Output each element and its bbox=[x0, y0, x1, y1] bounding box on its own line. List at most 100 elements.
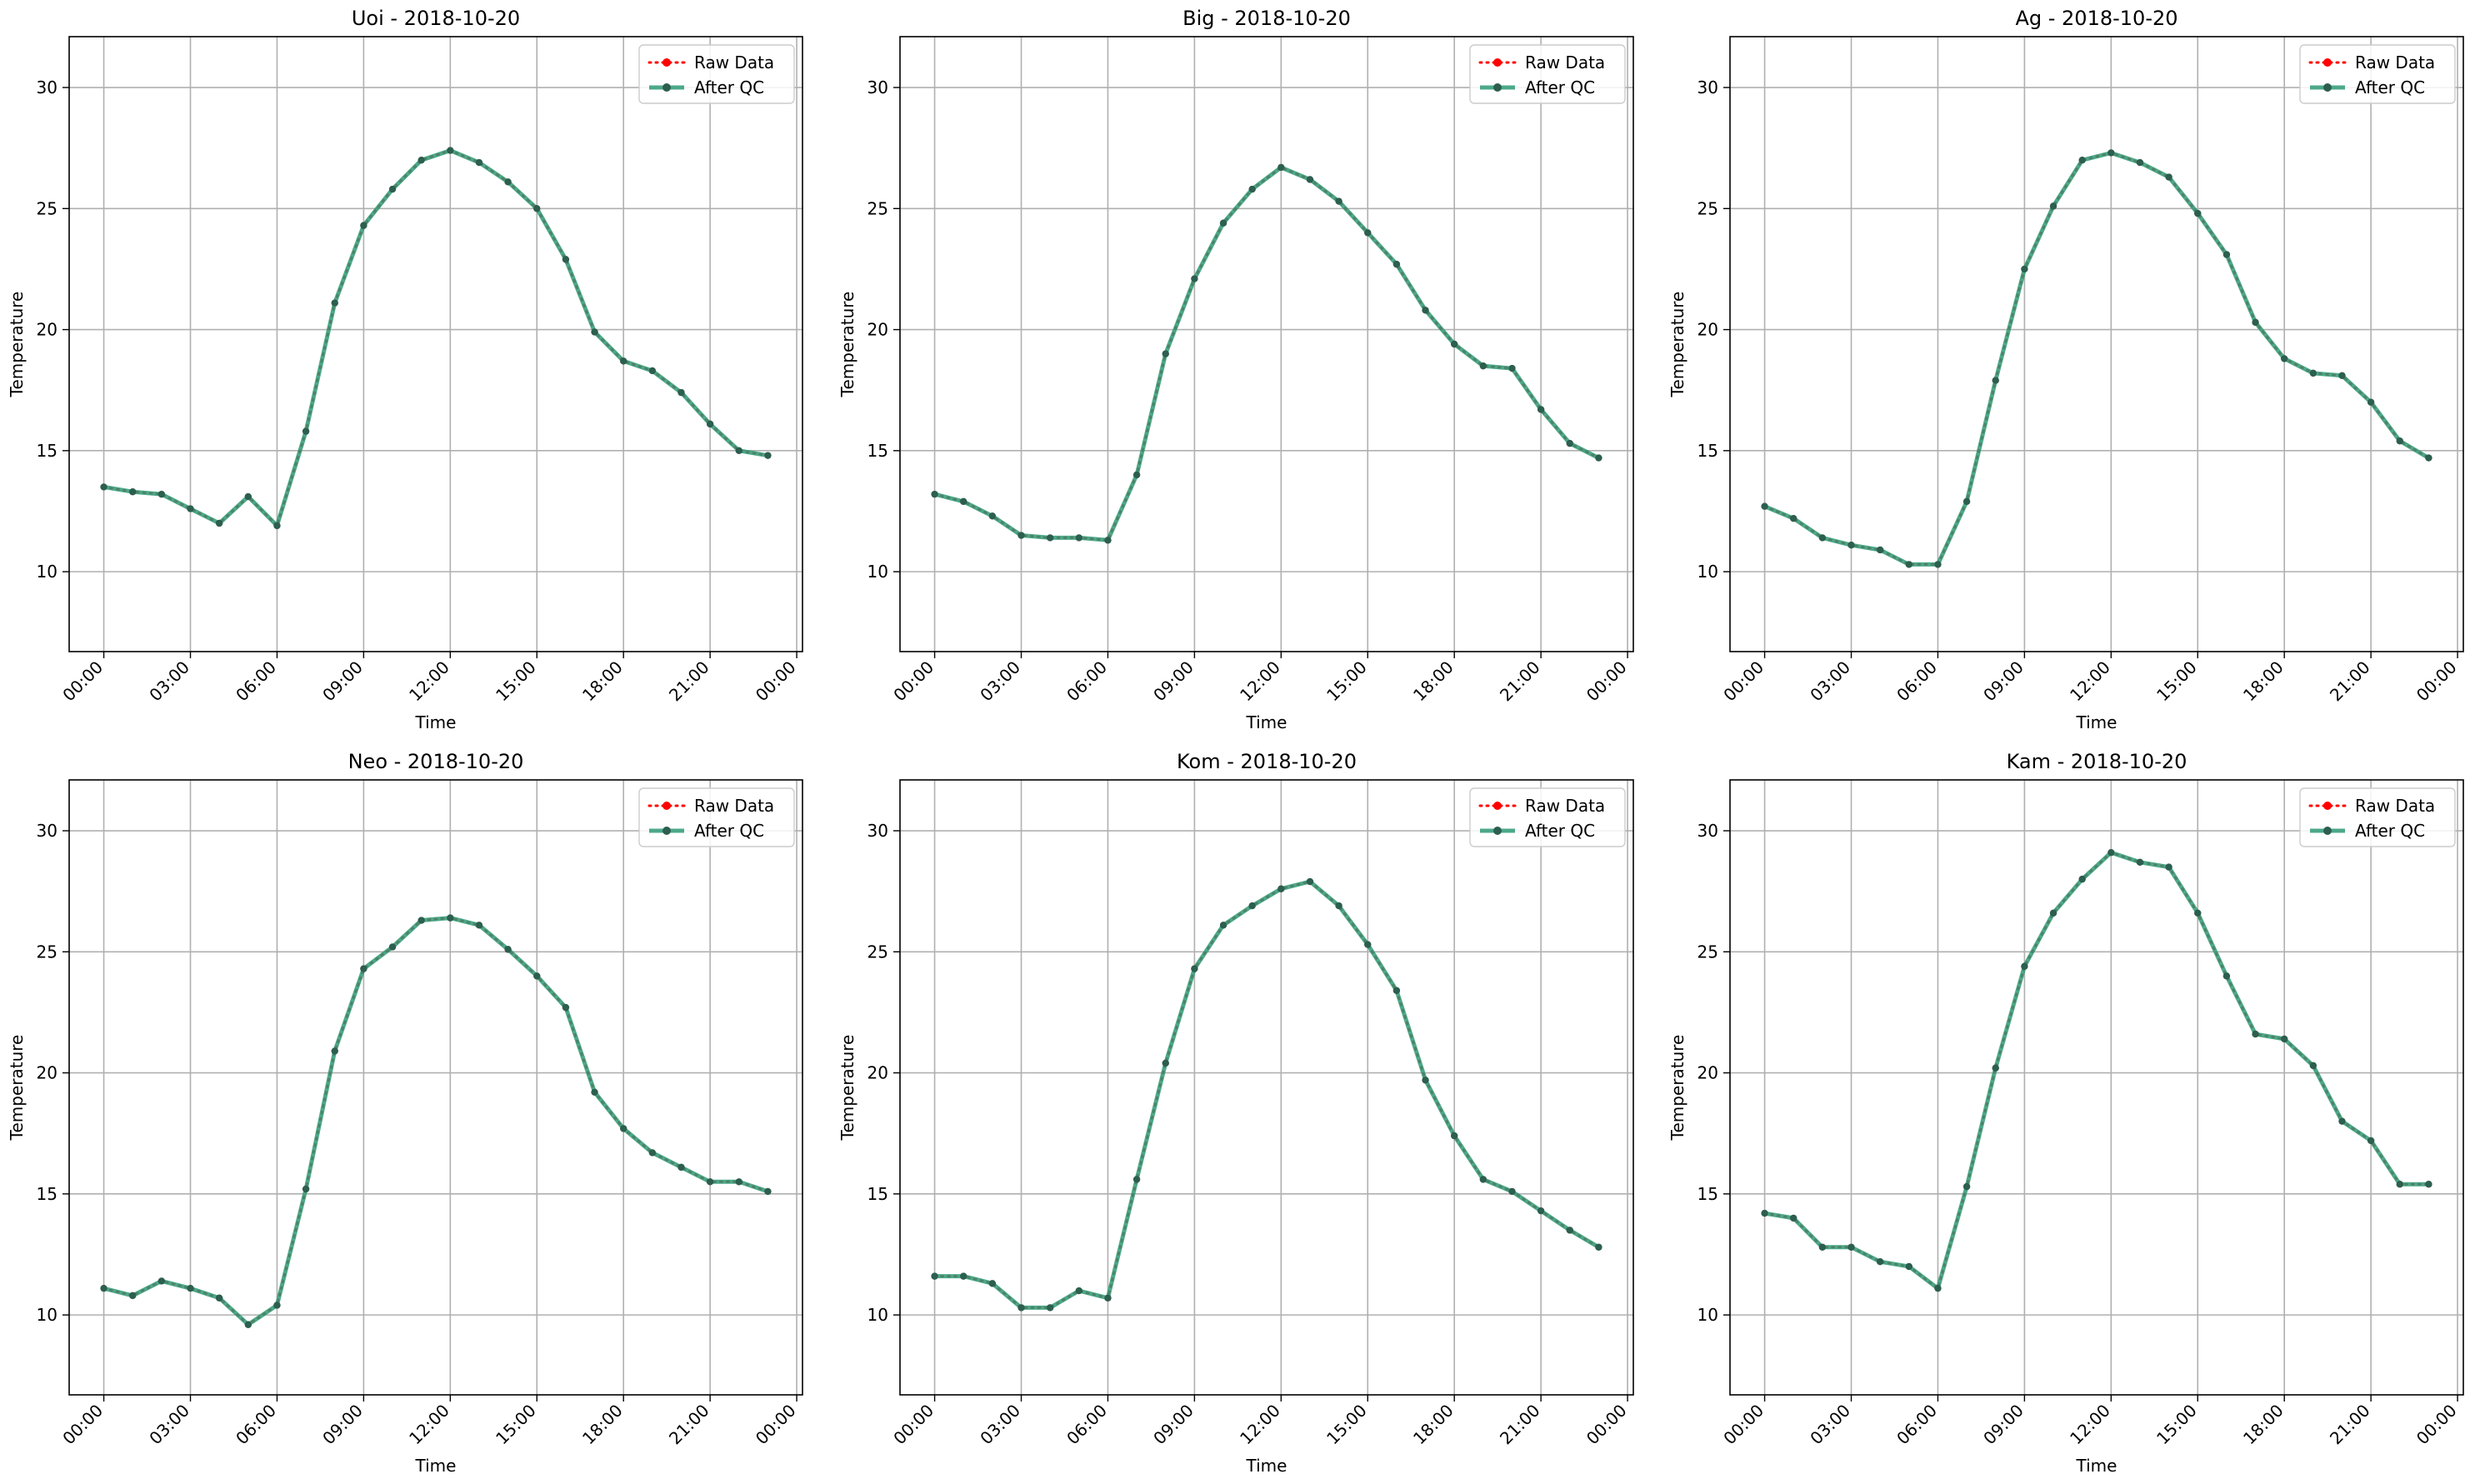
legend-qc-marker bbox=[2323, 827, 2332, 835]
after-qc-point bbox=[1191, 275, 1198, 282]
y-tick-label: 30 bbox=[1698, 821, 1718, 841]
series-after-qc bbox=[100, 914, 772, 1328]
after-qc-point bbox=[678, 1163, 685, 1172]
after-qc-point bbox=[1790, 514, 1798, 522]
y-tick-label: 10 bbox=[37, 1305, 58, 1325]
after-qc-point bbox=[388, 943, 397, 951]
legend-qc-marker bbox=[1493, 83, 1502, 92]
x-tick-label: 00:00 bbox=[1582, 657, 1631, 706]
x-tick-label: 18:00 bbox=[578, 657, 627, 706]
x-axis-label: Time bbox=[2076, 712, 2118, 732]
chart-title: Kam - 2018-10-20 bbox=[2007, 750, 2188, 773]
after-qc-point bbox=[1018, 532, 1025, 539]
x-tick-label: 12:00 bbox=[2066, 1401, 2114, 1449]
x-tick-label: 09:00 bbox=[1149, 657, 1198, 706]
after-qc-point bbox=[2049, 909, 2058, 917]
after-qc-point bbox=[1848, 541, 1855, 549]
after-qc-point bbox=[1046, 534, 1054, 542]
after-qc-point bbox=[764, 452, 772, 459]
after-qc-point bbox=[475, 158, 483, 167]
after-qc-point bbox=[931, 490, 938, 498]
x-tick-label: 18:00 bbox=[2239, 1401, 2288, 1449]
after-qc-point bbox=[2021, 962, 2028, 970]
after-qc-point bbox=[447, 914, 454, 922]
after-qc-point bbox=[1306, 877, 1314, 886]
y-tick-label: 25 bbox=[868, 942, 888, 962]
after-qc-point bbox=[1934, 1284, 1942, 1292]
x-tick-label: 15:00 bbox=[492, 657, 540, 706]
after-qc-point bbox=[418, 917, 425, 924]
series-raw-data bbox=[931, 163, 1602, 544]
raw-data-line bbox=[1763, 851, 2430, 1291]
chart-title: Kom - 2018-10-20 bbox=[1177, 750, 1357, 773]
x-tick-label: 21:00 bbox=[665, 657, 713, 706]
after-qc-point bbox=[1905, 1262, 1913, 1271]
after-qc-point bbox=[2252, 1030, 2259, 1038]
legend-raw-label: Raw Data bbox=[694, 52, 774, 72]
after-qc-point bbox=[2396, 1181, 2403, 1188]
after-qc-point bbox=[504, 178, 512, 186]
x-tick-label: 15:00 bbox=[1322, 1401, 1371, 1449]
after-qc-point bbox=[988, 1280, 997, 1287]
x-tick-label: 03:00 bbox=[976, 657, 1024, 706]
after-qc-point bbox=[1422, 307, 1429, 314]
axes-frame bbox=[1729, 36, 2464, 652]
after-qc-point bbox=[1595, 454, 1602, 462]
after-qc-point bbox=[2280, 1035, 2288, 1043]
after-qc-point bbox=[1075, 1287, 1083, 1295]
x-tick-label: 06:00 bbox=[232, 657, 280, 706]
after-qc-point bbox=[215, 1294, 223, 1302]
after-qc-point bbox=[562, 1003, 570, 1012]
x-tick-label: 18:00 bbox=[2239, 657, 2288, 706]
x-tick-label: 00:00 bbox=[1719, 1401, 1768, 1449]
after-qc-point bbox=[648, 1149, 657, 1157]
after-qc-point bbox=[1566, 1227, 1573, 1234]
after-qc-line bbox=[102, 916, 769, 1327]
after-qc-point bbox=[302, 1185, 310, 1193]
after-qc-point bbox=[1364, 941, 1372, 948]
after-qc-point bbox=[1219, 219, 1228, 227]
after-qc-point bbox=[1508, 364, 1516, 372]
x-tick-label: 00:00 bbox=[752, 657, 800, 706]
after-qc-point bbox=[931, 1272, 938, 1280]
after-qc-point bbox=[2194, 209, 2202, 217]
legend: Raw Data After QC bbox=[638, 44, 795, 104]
axes-frame bbox=[1729, 779, 2464, 1396]
x-tick-label: 06:00 bbox=[1062, 1401, 1111, 1449]
chart-title: Big - 2018-10-20 bbox=[1182, 7, 1351, 30]
subplot-5: 00:00 03:00 06:00 09:00 12:00 15:00 18:00 21:00… bbox=[838, 750, 1634, 1476]
after-qc-point bbox=[591, 1088, 598, 1097]
x-tick-label: 12:00 bbox=[405, 1401, 453, 1449]
after-qc-point bbox=[1566, 439, 1573, 447]
y-tick-label: 20 bbox=[1698, 1063, 1718, 1083]
subplot-6: 00:00 03:00 06:00 09:00 12:00 15:00 18:00 21:00… bbox=[1668, 750, 2464, 1476]
after-qc-point bbox=[988, 512, 997, 520]
x-tick-label: 06:00 bbox=[1062, 657, 1111, 706]
y-tick-label: 25 bbox=[37, 198, 58, 218]
after-qc-point bbox=[1876, 546, 1884, 554]
y-tick-label: 15 bbox=[1698, 441, 1718, 461]
after-qc-point bbox=[1992, 1064, 1999, 1072]
after-qc-point bbox=[2425, 1181, 2432, 1188]
after-qc-point bbox=[129, 1292, 137, 1300]
after-qc-point bbox=[1104, 1294, 1112, 1302]
x-tick-label: 12:00 bbox=[2066, 657, 2114, 706]
legend-qc-marker bbox=[1493, 827, 1502, 835]
after-qc-point bbox=[2309, 1062, 2318, 1070]
after-qc-point bbox=[388, 185, 397, 193]
after-qc-point bbox=[331, 299, 338, 307]
after-qc-point bbox=[2222, 972, 2231, 980]
after-qc-point bbox=[1595, 1243, 1602, 1251]
y-tick-label: 10 bbox=[1698, 562, 1718, 582]
series-after-qc bbox=[1761, 848, 2432, 1292]
after-qc-point bbox=[1248, 902, 1256, 910]
legend-qc-label: After QC bbox=[2355, 77, 2425, 97]
legend-raw-label: Raw Data bbox=[1525, 52, 1605, 72]
x-tick-label: 00:00 bbox=[58, 657, 107, 706]
after-qc-point bbox=[187, 505, 194, 512]
y-tick-label: 25 bbox=[37, 942, 58, 962]
after-qc-point bbox=[1508, 1187, 1516, 1196]
legend-qc-label: After QC bbox=[1525, 821, 1595, 841]
x-tick-label: 06:00 bbox=[232, 1401, 280, 1449]
series-raw-data bbox=[1761, 149, 2432, 568]
